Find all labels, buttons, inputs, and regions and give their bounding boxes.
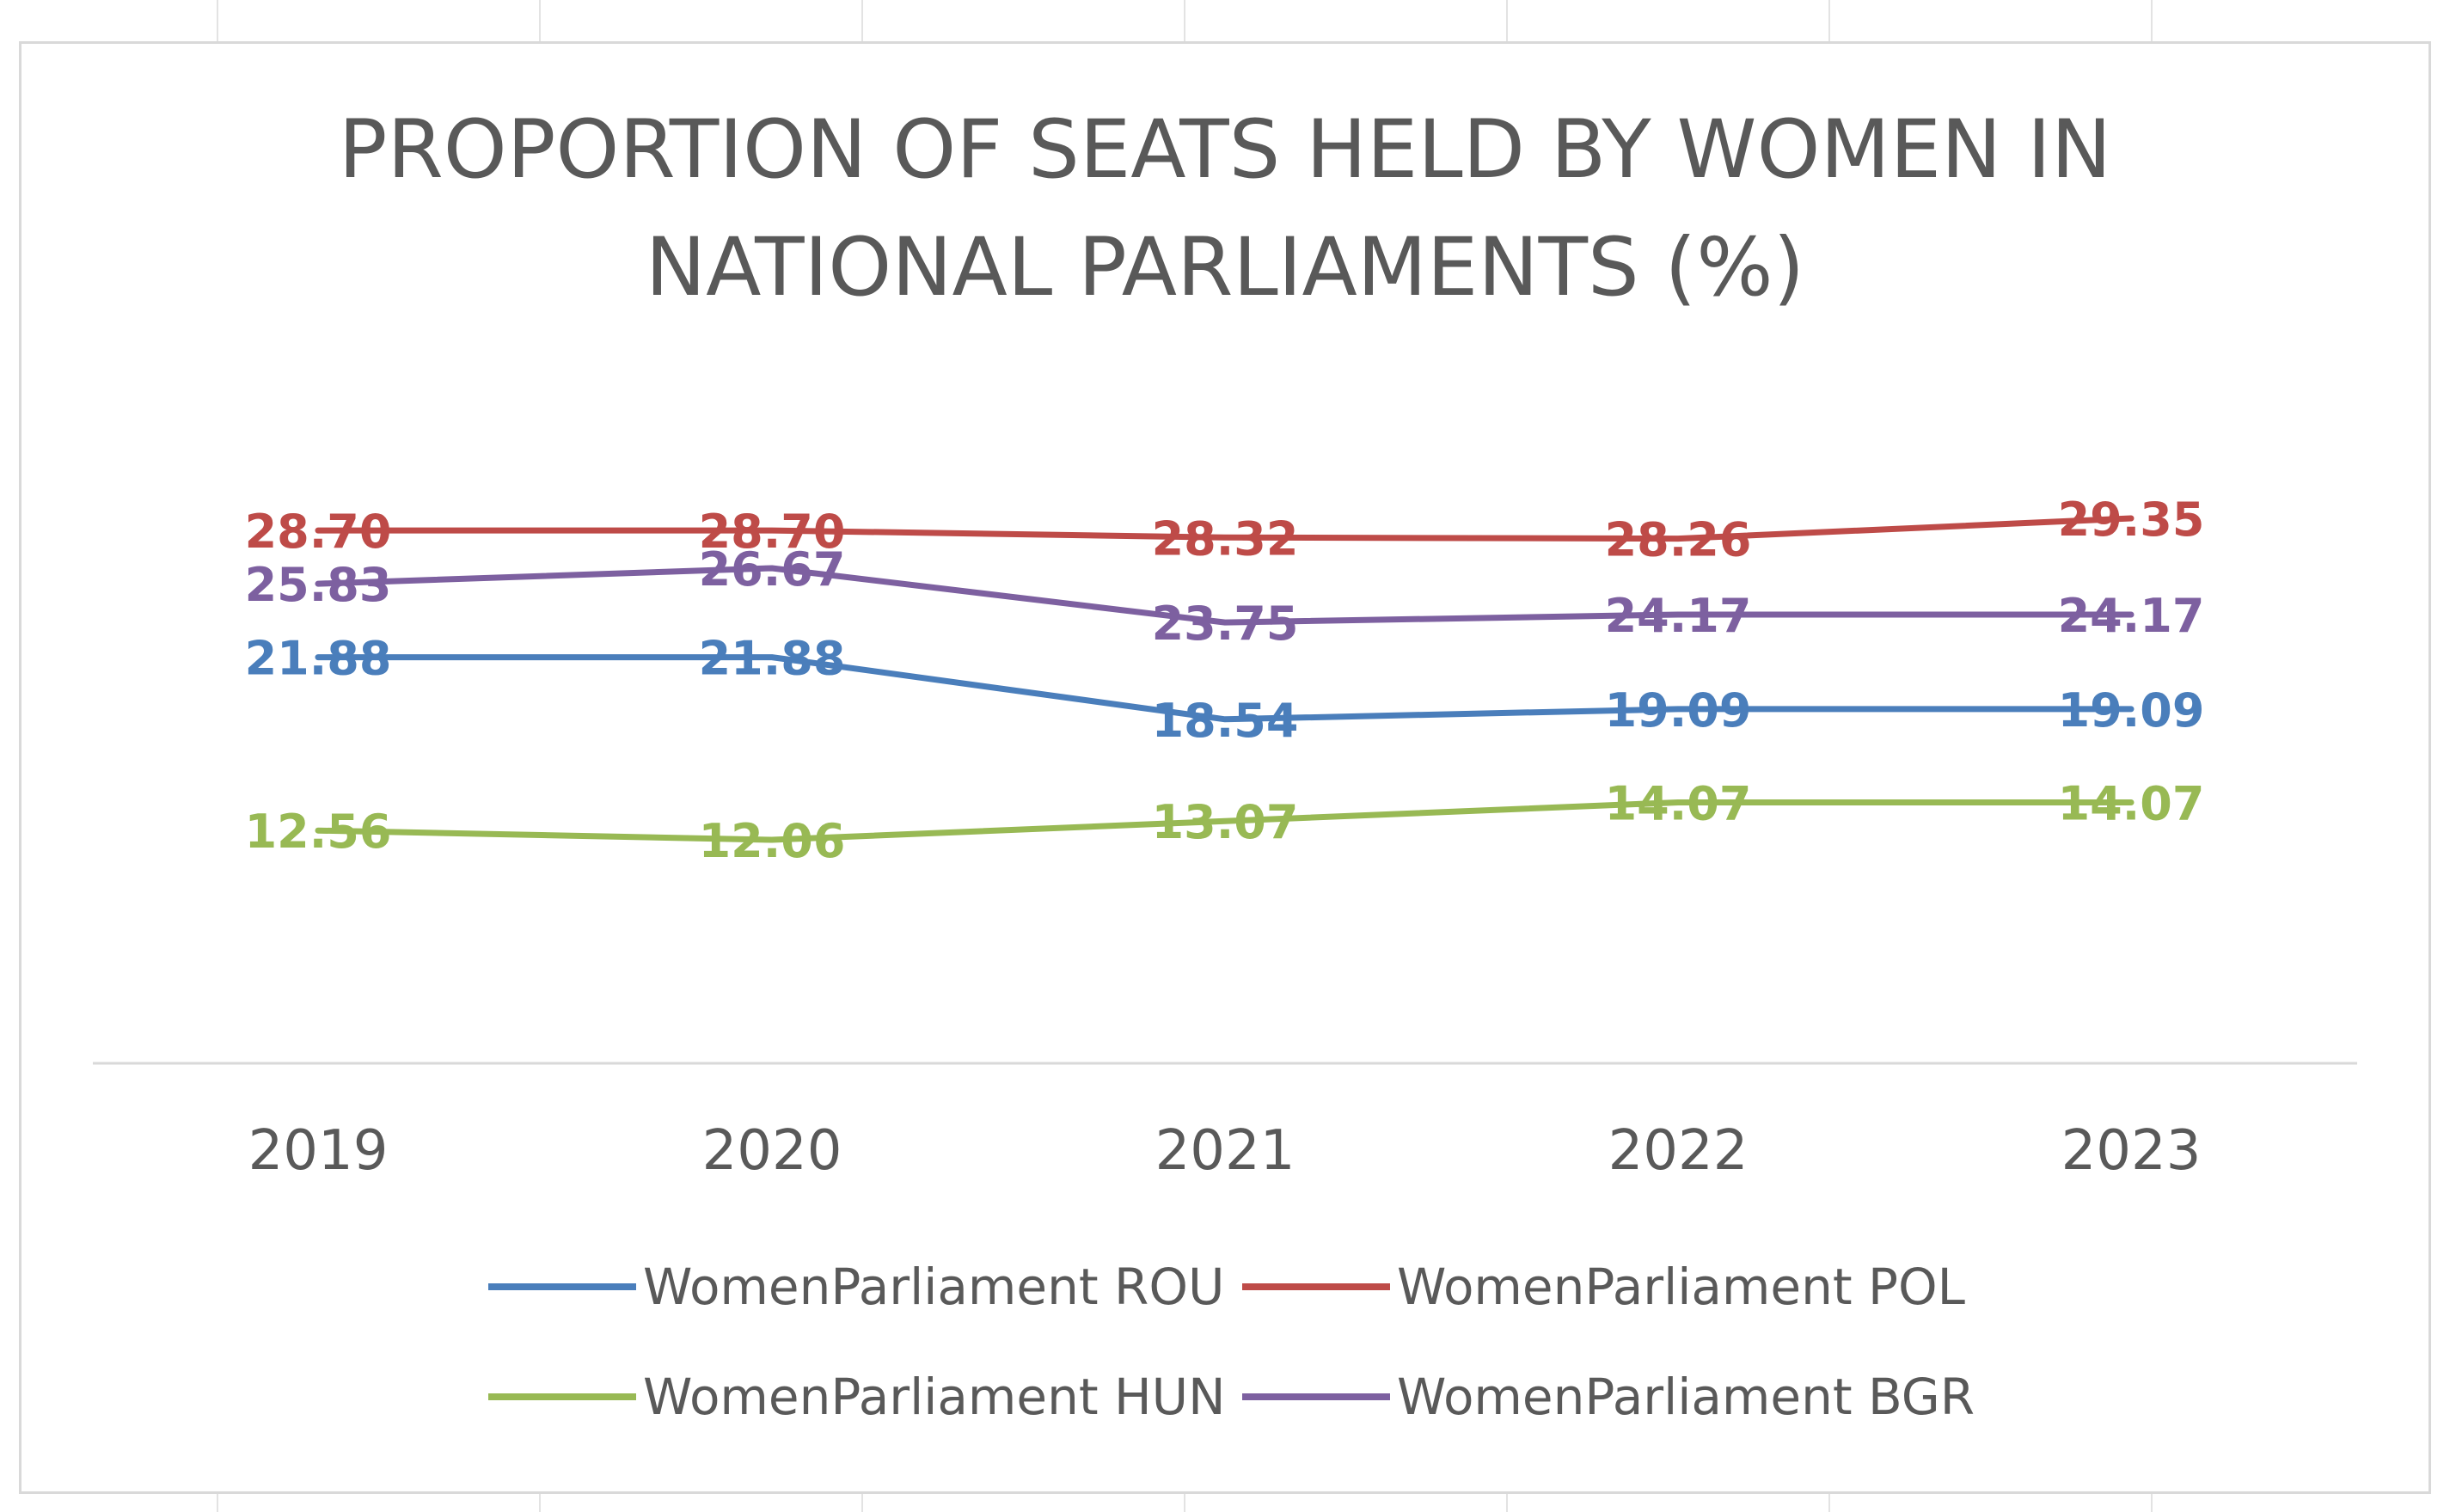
legend-item-hun[interactable]: WomenParliament HUN bbox=[488, 1367, 1225, 1427]
data-label-rou: 21.88 bbox=[245, 632, 392, 686]
x-tick-label: 2022 bbox=[1608, 1119, 1749, 1183]
data-label-pol: 28.32 bbox=[1152, 511, 1299, 566]
legend-swatch-pol bbox=[1242, 1283, 1390, 1290]
data-label-hun: 14.07 bbox=[2058, 777, 2205, 831]
legend-swatch-hun bbox=[488, 1393, 636, 1400]
data-labels: 21.88 21.88 18.54 19.09 19.09 28.70 28.70 28.32… bbox=[245, 493, 2205, 868]
data-label-pol: 28.26 bbox=[1605, 513, 1752, 567]
data-label-bgr: 26.67 bbox=[699, 542, 846, 597]
data-label-hun: 13.07 bbox=[1152, 795, 1299, 849]
data-label-bgr: 25.83 bbox=[245, 558, 392, 612]
series-line-pol[interactable] bbox=[315, 515, 2135, 542]
legend-label-bgr: WomenParliament BGR bbox=[1397, 1368, 1975, 1426]
data-label-pol: 29.35 bbox=[2058, 493, 2205, 547]
data-label-rou: 21.88 bbox=[699, 632, 846, 686]
series-line-rou[interactable] bbox=[315, 654, 2135, 723]
x-tick-label: 2021 bbox=[1155, 1119, 1295, 1183]
series-line-hun[interactable] bbox=[315, 799, 2135, 843]
data-label-bgr: 24.17 bbox=[2058, 589, 2205, 643]
x-tick-label: 2020 bbox=[702, 1119, 842, 1183]
data-label-hun: 14.07 bbox=[1605, 777, 1752, 831]
data-label-rou: 19.09 bbox=[2058, 683, 2205, 738]
data-label-pol: 28.70 bbox=[245, 505, 392, 559]
data-label-hun: 12.56 bbox=[245, 805, 392, 859]
legend-item-pol[interactable]: WomenParliament POL bbox=[1242, 1257, 1965, 1317]
chart-title-line-1: PROPORTION OF SEATS HELD BY WOMEN IN bbox=[338, 103, 2112, 197]
legend-swatch-bgr bbox=[1242, 1393, 1390, 1400]
data-label-bgr: 24.17 bbox=[1605, 589, 1752, 643]
legend-label-pol: WomenParliament POL bbox=[1397, 1258, 1965, 1316]
series-line-bgr[interactable] bbox=[315, 565, 2135, 626]
chart-title-line-2: NATIONAL PARLIAMENTS (%) bbox=[645, 221, 1805, 315]
data-label-rou: 18.54 bbox=[1152, 694, 1299, 748]
chart-area[interactable] bbox=[19, 41, 2431, 1494]
x-tick-label: 2019 bbox=[248, 1119, 389, 1183]
x-tick-labels: 2019 2020 2021 2022 2023 bbox=[248, 1119, 2202, 1183]
legend-item-bgr[interactable]: WomenParliament BGR bbox=[1242, 1367, 1975, 1427]
data-label-rou: 19.09 bbox=[1605, 683, 1752, 738]
legend-swatch-rou bbox=[488, 1283, 636, 1290]
data-label-hun: 12.06 bbox=[699, 814, 846, 868]
series-lines bbox=[315, 515, 2135, 843]
data-label-bgr: 23.75 bbox=[1152, 597, 1299, 651]
legend-label-hun: WomenParliament HUN bbox=[643, 1368, 1226, 1426]
legend-item-rou[interactable]: WomenParliament ROU bbox=[488, 1257, 1224, 1317]
legend-label-rou: WomenParliament ROU bbox=[643, 1258, 1225, 1316]
data-label-pol: 28.70 bbox=[699, 505, 846, 559]
x-tick-label: 2023 bbox=[2061, 1119, 2202, 1183]
